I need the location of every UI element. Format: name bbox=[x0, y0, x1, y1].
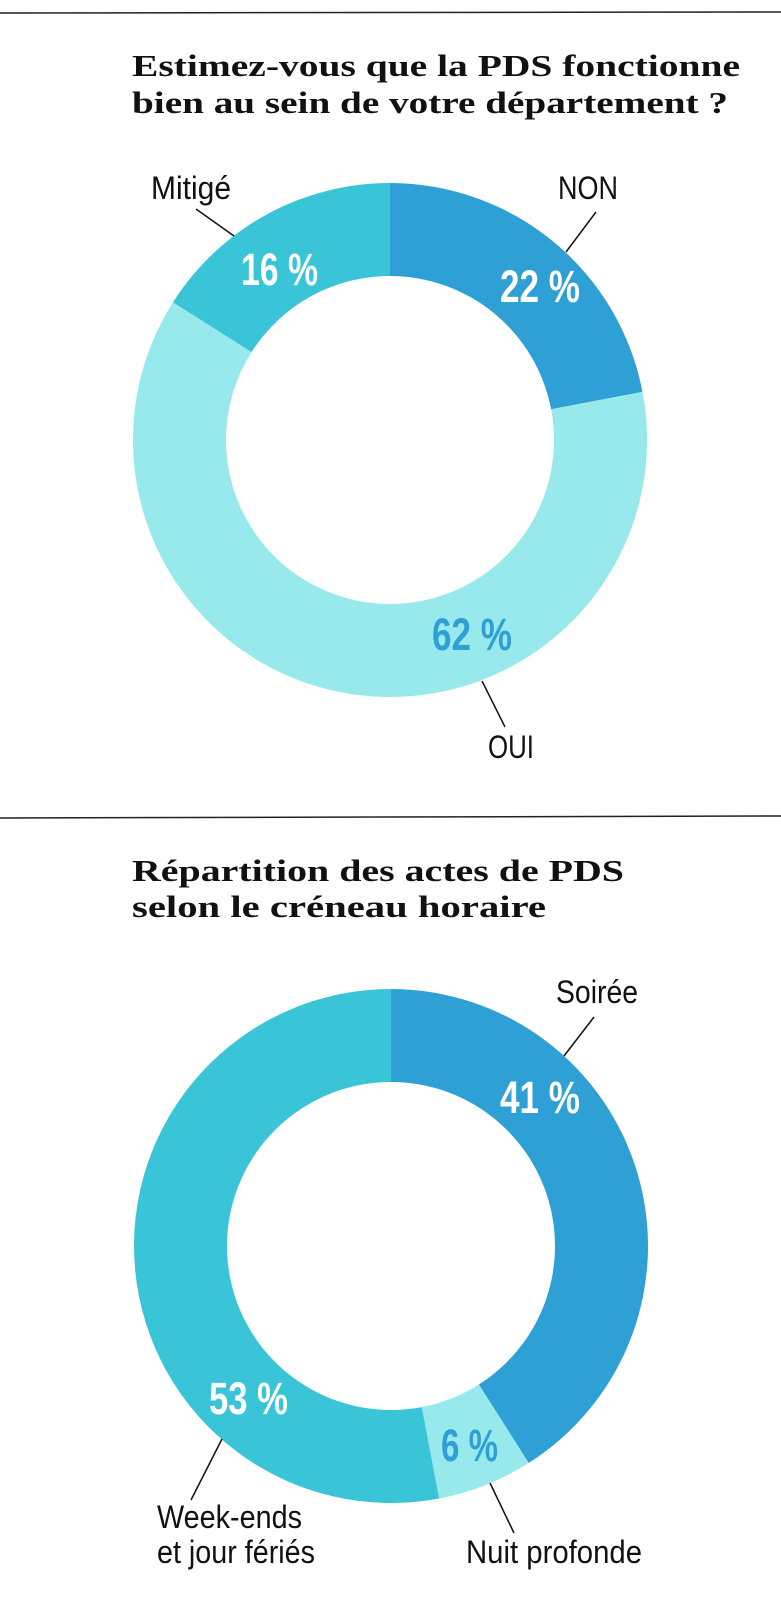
value-soiree: 41 % bbox=[500, 1072, 580, 1123]
label-weekends-line2: et jour fériés bbox=[157, 1534, 315, 1570]
chart2-slice-2 bbox=[134, 989, 440, 1503]
chart1-slice-0 bbox=[390, 183, 643, 410]
leader-non bbox=[565, 211, 597, 253]
leader-weekends bbox=[190, 1438, 223, 1501]
label-nuit-profonde: Nuit profonde bbox=[466, 1534, 642, 1570]
label-mitige: Mitigé bbox=[151, 170, 231, 206]
chart1-title-line2: bien au sein de votre département ? bbox=[132, 85, 728, 120]
label-non: NON bbox=[558, 170, 618, 206]
chart2-slice-1 bbox=[421, 1384, 529, 1499]
value-mitige: 16 % bbox=[241, 244, 318, 295]
middle-divider bbox=[0, 815, 781, 819]
leader-soiree bbox=[563, 1016, 595, 1057]
top-divider bbox=[0, 11, 781, 14]
label-soiree: Soirée bbox=[556, 974, 638, 1010]
chart1-slice-1 bbox=[132, 302, 647, 697]
chart2-donut bbox=[134, 989, 648, 1503]
label-oui: OUI bbox=[488, 729, 534, 765]
leader-oui bbox=[481, 680, 506, 728]
label-weekends-line1: Week-ends bbox=[157, 1499, 302, 1535]
value-non: 22 % bbox=[500, 261, 580, 312]
chart1-donut bbox=[132, 183, 647, 697]
value-weekends: 53 % bbox=[209, 1373, 288, 1424]
chart2-title-line2: selon le créneau horaire bbox=[132, 889, 546, 924]
leader-nuit-profonde bbox=[489, 1482, 515, 1534]
chart2-slice-0 bbox=[391, 989, 648, 1463]
chart1-title-line1: Estimez-vous que la PDS fonctionne bbox=[132, 48, 740, 83]
chart1-slice-2 bbox=[173, 183, 390, 353]
value-nuit-profonde: 6 % bbox=[441, 1420, 498, 1471]
chart2-title-line1: Répartition des actes de PDS bbox=[132, 853, 624, 888]
value-oui: 62 % bbox=[432, 609, 512, 660]
leader-mitige bbox=[195, 208, 235, 237]
